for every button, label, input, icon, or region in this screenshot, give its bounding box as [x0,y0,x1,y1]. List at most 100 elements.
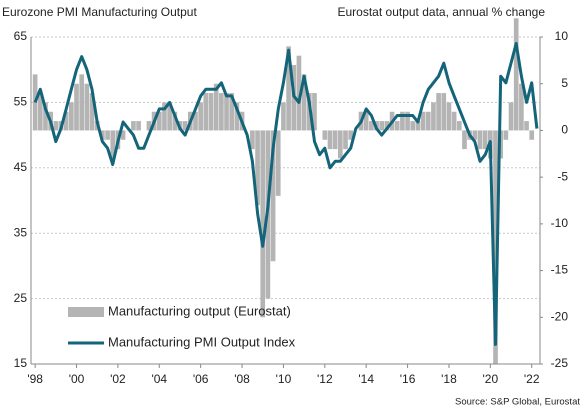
bar [529,130,535,140]
bar [162,102,167,131]
source: Source: S&P Global, Eurostat [455,397,580,408]
bar [446,102,452,131]
bar [524,121,529,131]
bar [213,83,219,131]
bar [431,102,436,131]
bar [110,130,116,159]
chart-title: Eurozone PMI Manufacturing Output [2,5,197,19]
x-tick-label: '18 [441,372,457,386]
bar [477,130,483,150]
legend-label: Manufacturing PMI Output Index [108,334,296,349]
bar [384,121,390,131]
bar [410,121,416,131]
bar [260,130,266,318]
y-tick-label: 65 [14,29,28,43]
bar [167,102,172,131]
bar [425,111,431,131]
y2-tick-label: -20 [551,309,569,323]
y-tick-label: 35 [14,225,28,239]
bar [198,102,203,131]
bar [100,130,105,140]
bar [296,55,302,131]
bar [332,130,338,150]
bar [105,130,110,140]
bar [250,130,255,150]
bar [451,111,457,131]
bar [327,130,333,150]
bar [493,130,498,364]
bar [519,83,524,131]
bar [456,121,462,131]
y2-tick-label: -25 [551,356,569,370]
y-tick-label: 45 [14,160,28,174]
x-tick-label: '08 [234,372,250,386]
bar [508,102,514,131]
bar [415,121,421,131]
x-tick-label: '14 [358,372,374,386]
bar [63,111,69,131]
bar [219,93,224,131]
x-tick-label: '00 [69,372,85,386]
bar [379,121,385,131]
bar [441,93,447,131]
bar [172,111,178,131]
bar [513,18,519,131]
bar [394,121,400,131]
x-tick-label: '16 [400,372,416,386]
bar [146,121,152,131]
bar [405,111,410,131]
lines [33,42,539,346]
bar [286,46,291,131]
bar [203,93,209,131]
x-tick-label: '20 [483,372,499,386]
x-tick-label: '04 [151,372,167,386]
x-tick-label: '06 [193,372,209,386]
y-tick-label: 15 [14,356,28,370]
bar [224,93,229,131]
bar [37,93,43,131]
y-tick-label: 55 [14,95,28,109]
bar [208,93,214,131]
bar [74,83,79,131]
x-tick-label: '02 [110,372,126,386]
line [33,42,539,346]
bar [322,130,328,140]
bar [234,102,240,131]
y2-tick-label: -15 [551,263,569,277]
bar [275,130,281,196]
bar [348,130,354,140]
bar [120,130,126,140]
y-tick-label: 25 [14,291,28,305]
bar [338,130,343,159]
y2-tick-label: -5 [557,169,568,183]
bar [462,130,467,150]
y2-axis-title: Eurostat output data, annual % change [338,5,546,19]
bar [84,83,90,131]
y2-tick-label: -10 [551,216,569,230]
bar [363,111,369,131]
bar [472,130,478,140]
bar [503,130,509,140]
bar [420,111,426,131]
y2-tick-label: 0 [561,123,568,137]
x-tick-label: '12 [317,372,333,386]
bar [193,111,198,131]
bar [255,130,260,206]
bar [312,93,317,131]
bar [281,102,286,131]
bar [43,102,48,131]
y2-tick-label: 5 [561,76,568,90]
bar [400,111,405,131]
bar [156,111,162,131]
legend-swatch [68,307,104,317]
x-tick-label: '98 [27,372,43,386]
x-tick-label: '22 [524,372,540,386]
legend-label: Manufacturing output (Eurostat) [108,303,291,318]
bar [369,121,374,131]
bar [136,121,141,131]
bar [301,74,307,131]
x-tick-label: '10 [276,372,292,386]
bar [482,130,488,150]
bar [343,130,348,150]
